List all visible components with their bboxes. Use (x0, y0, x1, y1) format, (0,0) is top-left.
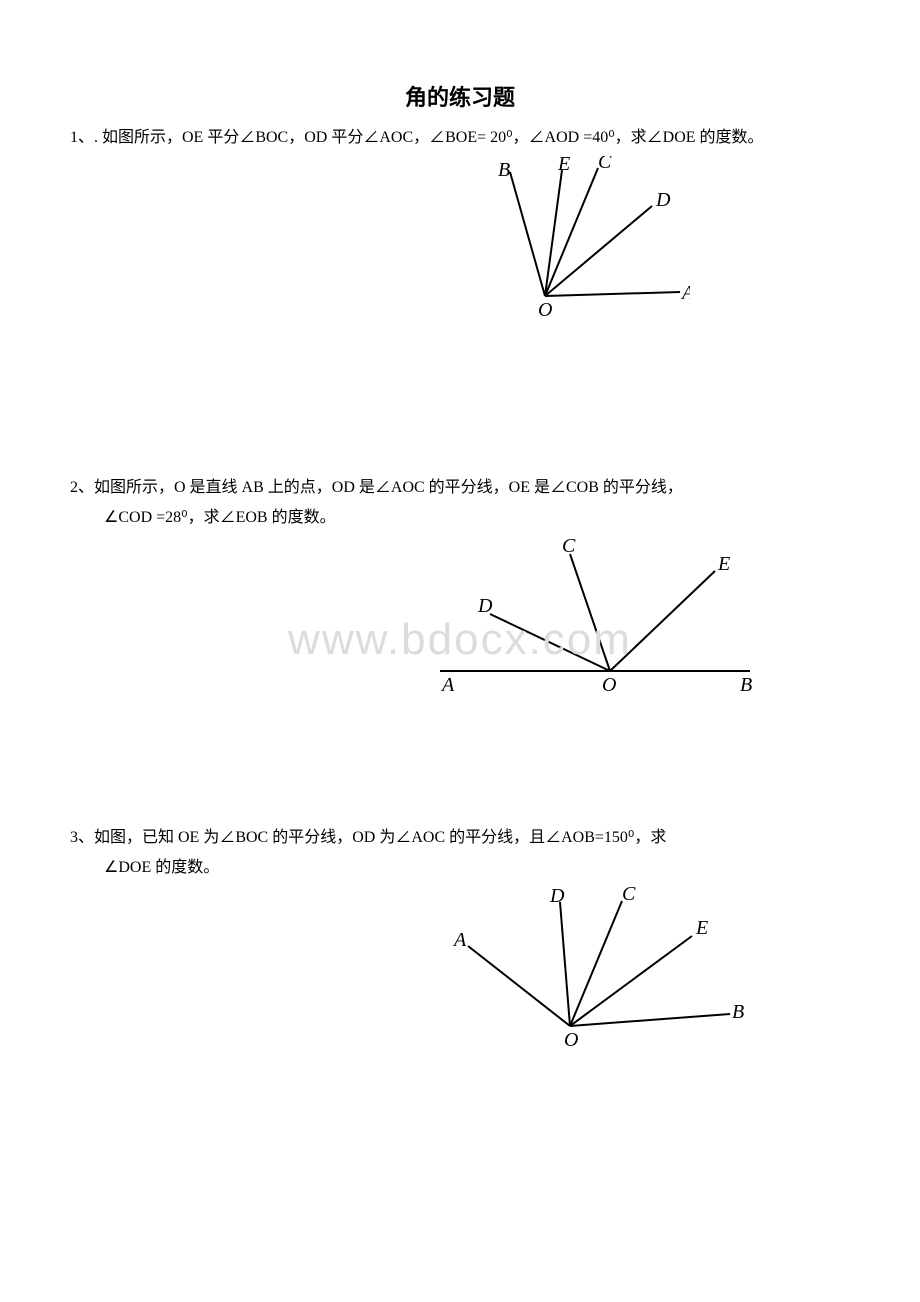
problem-2-text-line2: ∠COD =28⁰，求∠EOB 的度数。 (70, 506, 850, 530)
svg-text:O: O (602, 674, 616, 696)
problem-1-text: 1、. 如图所示，OE 平分∠BOC，OD 平分∠AOC，∠BOE= 20⁰，∠… (70, 126, 850, 150)
svg-text:A: A (452, 929, 467, 951)
svg-text:B: B (498, 159, 510, 181)
svg-text:B: B (740, 674, 752, 696)
figure-3: B E C D A O (430, 886, 750, 1056)
figure-1: A D C E B O (430, 156, 690, 326)
svg-text:D: D (549, 886, 565, 907)
spacer (70, 326, 850, 476)
page: www.bdocx.com 角的练习题 1、. 如图所示，OE 平分∠BOC，O… (0, 0, 920, 1302)
figure-2: D C E A B O (430, 536, 760, 696)
svg-text:B: B (732, 1001, 744, 1023)
svg-text:E: E (557, 156, 570, 175)
svg-text:C: C (562, 536, 576, 557)
svg-text:O: O (564, 1029, 578, 1051)
problem-2-text-line1: 2、如图所示，O 是直线 AB 上的点，OD 是∠AOC 的平分线，OE 是∠C… (70, 476, 850, 500)
svg-text:E: E (695, 917, 708, 939)
svg-text:A: A (440, 674, 455, 696)
svg-text:C: C (622, 886, 636, 905)
svg-text:D: D (477, 595, 493, 617)
spacer (70, 696, 850, 826)
svg-text:A: A (680, 282, 690, 304)
svg-text:D: D (655, 189, 671, 211)
svg-text:O: O (538, 299, 552, 321)
problem-3-text-line1: 3、如图，已知 OE 为∠BOC 的平分线，OD 为∠AOC 的平分线，且∠AO… (70, 826, 850, 850)
problem-3-text-line2: ∠DOE 的度数。 (70, 856, 850, 880)
svg-text:C: C (598, 156, 612, 173)
svg-text:E: E (717, 553, 730, 575)
page-title: 角的练习题 (70, 80, 850, 112)
